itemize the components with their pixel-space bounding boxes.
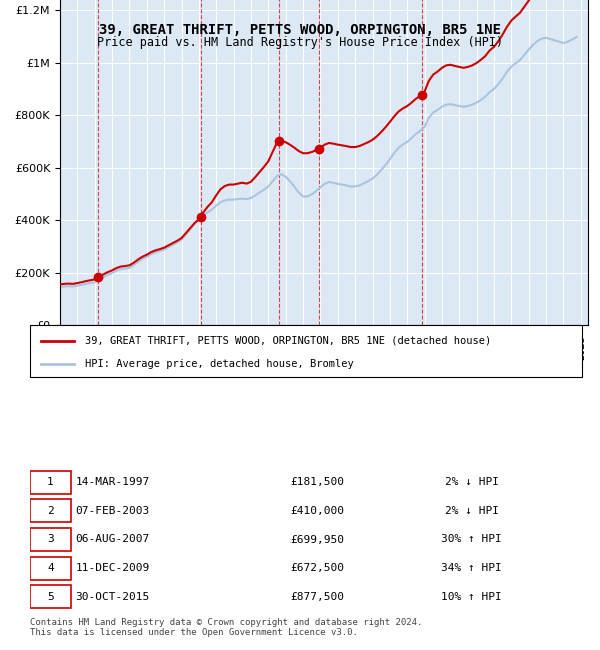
Text: 30% ↑ HPI: 30% ↑ HPI — [441, 534, 502, 545]
Text: 1: 1 — [47, 477, 54, 488]
FancyBboxPatch shape — [30, 585, 71, 608]
Text: 07-FEB-2003: 07-FEB-2003 — [76, 506, 150, 516]
Text: £672,500: £672,500 — [290, 563, 344, 573]
Text: 34% ↑ HPI: 34% ↑ HPI — [441, 563, 502, 573]
Text: 30-OCT-2015: 30-OCT-2015 — [76, 592, 150, 602]
Text: 2% ↓ HPI: 2% ↓ HPI — [445, 477, 499, 488]
Text: £181,500: £181,500 — [290, 477, 344, 488]
FancyBboxPatch shape — [30, 499, 71, 523]
Text: 2% ↓ HPI: 2% ↓ HPI — [445, 506, 499, 516]
Text: 3: 3 — [47, 534, 54, 545]
Text: 11-DEC-2009: 11-DEC-2009 — [76, 563, 150, 573]
FancyBboxPatch shape — [30, 325, 582, 377]
Text: 2: 2 — [47, 506, 54, 516]
Text: 06-AUG-2007: 06-AUG-2007 — [76, 534, 150, 545]
Text: £699,950: £699,950 — [290, 534, 344, 545]
FancyBboxPatch shape — [30, 556, 71, 580]
Text: 5: 5 — [47, 592, 54, 602]
FancyBboxPatch shape — [30, 471, 71, 494]
Text: £877,500: £877,500 — [290, 592, 344, 602]
Text: 14-MAR-1997: 14-MAR-1997 — [76, 477, 150, 488]
FancyBboxPatch shape — [30, 528, 71, 551]
Text: £410,000: £410,000 — [290, 506, 344, 516]
Text: Price paid vs. HM Land Registry's House Price Index (HPI): Price paid vs. HM Land Registry's House … — [97, 36, 503, 49]
Text: 39, GREAT THRIFT, PETTS WOOD, ORPINGTON, BR5 1NE (detached house): 39, GREAT THRIFT, PETTS WOOD, ORPINGTON,… — [85, 335, 491, 346]
Text: 10% ↑ HPI: 10% ↑ HPI — [441, 592, 502, 602]
Text: 39, GREAT THRIFT, PETTS WOOD, ORPINGTON, BR5 1NE: 39, GREAT THRIFT, PETTS WOOD, ORPINGTON,… — [99, 23, 501, 37]
Text: 4: 4 — [47, 563, 54, 573]
Text: HPI: Average price, detached house, Bromley: HPI: Average price, detached house, Brom… — [85, 359, 354, 369]
Text: Contains HM Land Registry data © Crown copyright and database right 2024.
This d: Contains HM Land Registry data © Crown c… — [30, 618, 422, 637]
